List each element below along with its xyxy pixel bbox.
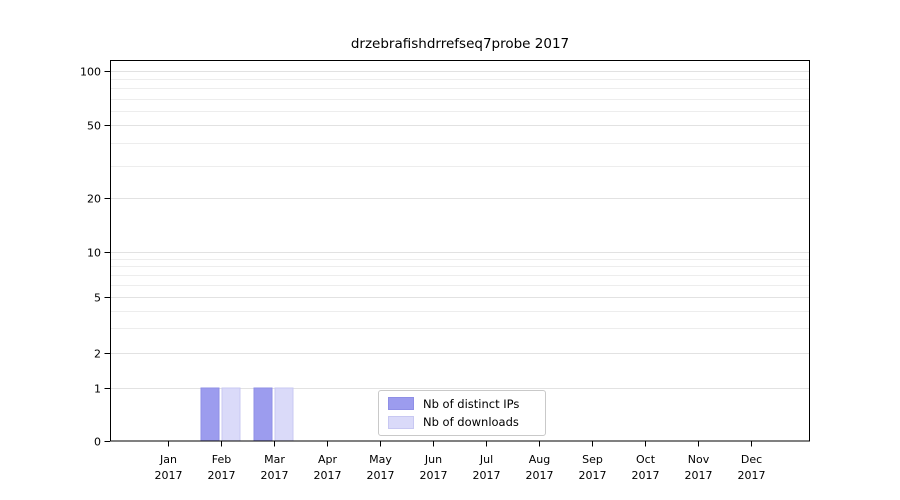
legend-label-downloads: Nb of downloads bbox=[423, 415, 519, 430]
x-tick-label-year: 2017 bbox=[420, 469, 448, 482]
bar-distinct-ips bbox=[200, 387, 220, 442]
x-tick-label-year: 2017 bbox=[579, 469, 607, 482]
y-tick-label: 50 bbox=[87, 120, 101, 133]
x-tick-label-month: Dec bbox=[741, 453, 762, 466]
y-tick-label: 10 bbox=[87, 247, 101, 260]
y-tick-label: 5 bbox=[94, 292, 101, 305]
y-tick-label: 100 bbox=[80, 66, 101, 79]
x-tick-label-year: 2017 bbox=[473, 469, 501, 482]
x-tick-label-year: 2017 bbox=[738, 469, 766, 482]
legend: Nb of distinct IPs Nb of downloads bbox=[378, 390, 546, 436]
x-tick-label-month: Jun bbox=[424, 453, 442, 466]
chart-title: drzebrafishdrrefseq7probe 2017 bbox=[350, 36, 570, 52]
plot-border bbox=[110, 60, 810, 442]
x-tick-label-month: Oct bbox=[636, 453, 656, 466]
y-tick-label: 1 bbox=[94, 383, 101, 396]
x-tick-label-month: Jan bbox=[159, 453, 177, 466]
x-tick-label-month: Apr bbox=[318, 453, 338, 466]
y-tick-label: 20 bbox=[87, 193, 101, 206]
x-tick-label-month: Aug bbox=[529, 453, 550, 466]
legend-item-downloads: Nb of downloads bbox=[388, 415, 536, 431]
y-tick-label: 2 bbox=[94, 348, 101, 361]
x-tick-label-year: 2017 bbox=[208, 469, 236, 482]
legend-label-distinct-ips: Nb of distinct IPs bbox=[423, 396, 520, 411]
legend-swatch-distinct-ips bbox=[388, 397, 414, 411]
x-tick-label-month: May bbox=[369, 453, 392, 466]
x-tick-label-year: 2017 bbox=[632, 469, 660, 482]
x-tick-label-month: Nov bbox=[688, 453, 710, 466]
legend-item-distinct-ips: Nb of distinct IPs bbox=[388, 396, 536, 412]
x-tick-label-month: Feb bbox=[212, 453, 231, 466]
x-tick-label-month: Mar bbox=[264, 453, 285, 466]
bar-downloads bbox=[274, 387, 294, 442]
x-tick-label-month: Jul bbox=[479, 453, 493, 466]
x-tick-label-year: 2017 bbox=[261, 469, 289, 482]
x-tick-label-month: Sep bbox=[582, 453, 603, 466]
x-tick-label-year: 2017 bbox=[314, 469, 342, 482]
y-tick-label: 0 bbox=[94, 436, 101, 449]
legend-swatch-downloads bbox=[388, 415, 414, 429]
x-tick-label-year: 2017 bbox=[155, 469, 183, 482]
x-tick-label-year: 2017 bbox=[367, 469, 395, 482]
bar-downloads bbox=[221, 387, 241, 442]
x-tick-label-year: 2017 bbox=[685, 469, 713, 482]
bar-distinct-ips bbox=[253, 387, 273, 442]
x-tick-label-year: 2017 bbox=[526, 469, 554, 482]
